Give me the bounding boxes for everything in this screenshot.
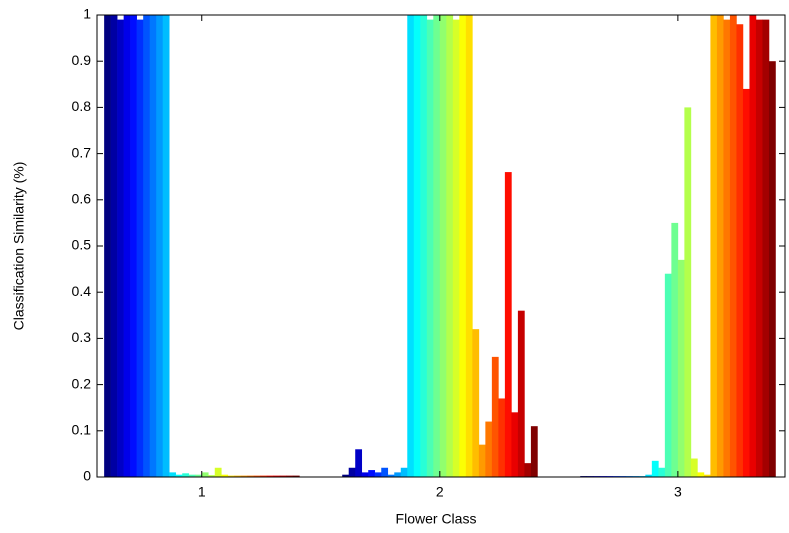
bar (247, 475, 255, 477)
bar (400, 467, 408, 477)
bar (645, 474, 653, 477)
bar (690, 458, 698, 477)
bar (201, 472, 209, 477)
bar (433, 15, 441, 477)
bar (491, 356, 499, 477)
bar (273, 475, 281, 477)
bar (214, 467, 222, 477)
bar (407, 15, 415, 477)
bar (524, 463, 532, 477)
bar (368, 470, 376, 477)
bar (762, 19, 770, 478)
bar (234, 475, 242, 477)
y-tick-label: 0.9 (72, 52, 92, 68)
bar (671, 222, 679, 477)
y-tick-label: 1 (83, 6, 91, 22)
bar (716, 15, 724, 477)
bar (149, 15, 157, 477)
y-tick-label: 0.8 (72, 98, 92, 114)
bar (387, 474, 395, 477)
bar (472, 329, 480, 477)
bar (485, 421, 493, 477)
bar (156, 15, 164, 477)
bar (208, 475, 216, 477)
bar (452, 19, 460, 478)
bar (266, 475, 274, 477)
bar (723, 19, 731, 478)
bar (253, 475, 261, 477)
y-tick-label: 0.5 (72, 237, 92, 253)
bar (504, 172, 512, 477)
bar (736, 24, 744, 478)
bar (104, 15, 111, 477)
bar (361, 472, 369, 477)
bar (355, 449, 363, 477)
bar (292, 475, 300, 477)
y-tick-label: 0.4 (72, 283, 92, 299)
bar (175, 474, 183, 477)
bar (697, 472, 705, 477)
bar (240, 475, 248, 477)
bar (117, 19, 124, 478)
bar (143, 15, 150, 477)
bar (394, 472, 402, 477)
bar (426, 19, 434, 478)
y-tick-label: 0.2 (72, 375, 92, 391)
bar (517, 310, 525, 477)
bar (123, 15, 131, 477)
x-tick-label: 2 (436, 484, 444, 500)
y-tick-label: 0.7 (72, 144, 92, 160)
bar (195, 474, 203, 477)
bar (511, 412, 519, 477)
bar (664, 273, 672, 477)
bar (227, 475, 235, 477)
x-tick-label: 3 (674, 484, 682, 500)
bar (286, 475, 294, 477)
bar (279, 475, 287, 477)
bar (755, 19, 763, 478)
bar (459, 15, 467, 477)
bar (729, 15, 737, 477)
bar (703, 474, 711, 477)
bar (348, 467, 356, 477)
bar (342, 474, 350, 477)
y-tick-label: 0.6 (72, 191, 92, 207)
bar (658, 467, 666, 477)
y-tick-label: 0.1 (72, 422, 92, 438)
bar (478, 444, 486, 477)
bar (684, 107, 692, 478)
bar (381, 467, 389, 477)
bar (651, 460, 659, 477)
bar (136, 19, 144, 478)
y-tick-label: 0.3 (72, 329, 92, 345)
bar (710, 15, 718, 477)
bar (374, 472, 382, 477)
y-tick-label: 0 (83, 468, 91, 484)
bar (188, 474, 196, 477)
bar (162, 15, 170, 477)
bar (768, 61, 776, 477)
bar (465, 15, 473, 477)
bar (498, 398, 506, 477)
bar (110, 15, 118, 477)
bar (260, 475, 268, 477)
x-axis-label: Flower Class (396, 511, 477, 527)
x-tick-label: 1 (198, 484, 206, 500)
y-axis-label: Classification Similarity (%) (11, 162, 27, 331)
bar (439, 15, 447, 477)
bar (530, 426, 538, 477)
bar (742, 88, 750, 478)
bar (221, 474, 229, 477)
bar (446, 15, 454, 477)
bar (130, 15, 137, 477)
bar (169, 472, 177, 477)
bar (413, 15, 421, 477)
bar (677, 259, 685, 477)
bar (182, 473, 190, 477)
bar (420, 15, 428, 477)
bar (749, 15, 757, 477)
